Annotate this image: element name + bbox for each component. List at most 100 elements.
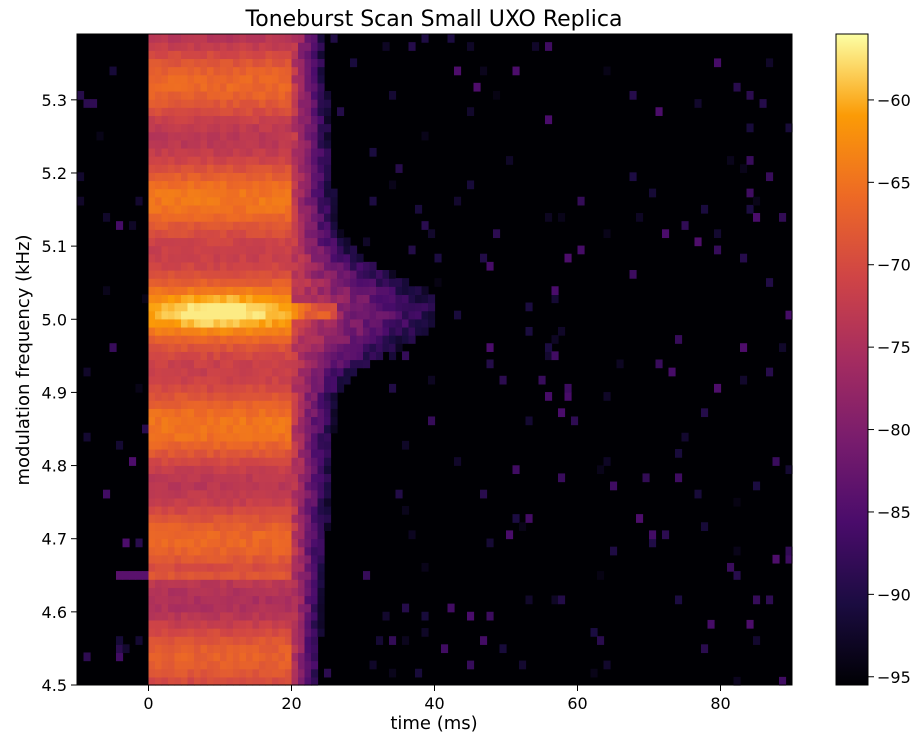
heatmap-cell [148,587,156,597]
heatmap-cell [239,497,247,507]
heatmap-cell [714,229,722,239]
heatmap-cell [291,343,299,352]
heatmap-cell [252,335,260,344]
heatmap-cell [252,351,260,361]
heatmap-cell [213,99,221,108]
heatmap-cell [181,82,189,92]
heatmap-cell [207,473,215,483]
heatmap-cell [239,261,247,271]
heatmap-cell [259,554,267,564]
heatmap-cell [259,408,267,418]
heatmap-cell [148,603,156,613]
heatmap-cell [155,107,163,116]
heatmap-cell [252,204,260,214]
heatmap-cell [272,261,280,271]
heatmap-cell [265,351,273,361]
heatmap-cell [291,245,299,255]
heatmap-cell [285,82,293,92]
heatmap-cell [324,261,332,271]
heatmap-cell [220,676,228,686]
heatmap-cell [317,603,325,613]
heatmap-cell [181,286,189,295]
heatmap-cell [226,66,234,76]
heatmap-cell [200,66,208,76]
heatmap-cell [272,432,280,442]
heatmap-cell [408,326,416,336]
heatmap-cell [746,90,754,100]
heatmap-cell [272,595,280,605]
heatmap-cell [246,213,254,222]
heatmap-cell [174,603,182,613]
heatmap-cell [259,115,267,125]
heatmap-cell [525,326,533,336]
heatmap-cell [155,90,163,100]
heatmap-cell [272,400,280,409]
heatmap-cell [259,489,267,499]
heatmap-cell [356,278,364,287]
heatmap-cell [311,229,319,239]
heatmap-cell [278,237,286,247]
heatmap-cell [207,90,215,100]
heatmap-cell [213,538,221,548]
heatmap-cell [148,302,156,312]
heatmap-cell [330,294,338,304]
heatmap-cell [161,473,169,483]
heatmap-cell [83,367,91,377]
heatmap-cell [291,180,299,190]
heatmap-cell [304,375,312,385]
heatmap-cell [246,294,254,304]
heatmap-cell [187,196,195,206]
heatmap-cell [226,302,234,312]
heatmap-cell [194,449,202,458]
heatmap-cell [233,278,241,287]
heatmap-cell [369,278,377,287]
heatmap-cell [187,286,195,295]
heatmap-cell [298,416,306,426]
heatmap-cell [148,424,156,434]
heatmap-cell [148,107,156,116]
heatmap-cell [252,660,260,670]
heatmap-cell [207,156,215,165]
heatmap-cell [311,156,319,165]
heatmap-cell [239,131,247,141]
heatmap-cell [174,172,182,182]
heatmap-cell [174,408,182,418]
heatmap-cell [298,269,306,279]
heatmap-cell [298,587,306,597]
heatmap-cell [558,408,566,418]
heatmap-cell [272,408,280,418]
heatmap-cell [155,139,163,149]
heatmap-cell [382,310,390,320]
heatmap-cell [168,221,176,230]
heatmap-cell [278,636,286,645]
heatmap-cell [194,302,202,312]
heatmap-cell [207,172,215,182]
heatmap-cell [148,514,156,523]
heatmap-cell [259,367,267,377]
heatmap-cell [278,335,286,344]
heatmap-cell [252,449,260,458]
heatmap-cell [239,204,247,214]
heatmap-cell [246,449,254,458]
heatmap-cell [213,245,221,255]
heatmap-cell [194,611,202,621]
heatmap-cell [298,595,306,605]
heatmap-cell [233,115,241,125]
heatmap-cell [753,595,761,605]
heatmap-cell [168,115,176,125]
heatmap-cell [148,50,156,60]
heatmap-cell [194,237,202,247]
heatmap-cell [298,660,306,670]
heatmap-cell [298,90,306,100]
heatmap-cell [252,562,260,572]
heatmap-cell [161,514,169,523]
heatmap-cell [350,245,358,255]
heatmap-cell [168,213,176,222]
heatmap-cell [304,180,312,190]
heatmap-cell [265,221,273,230]
heatmap-cell [200,546,208,556]
heatmap-cell [285,253,293,263]
heatmap-cell [220,465,228,475]
heatmap-cell [649,538,657,548]
heatmap-cell [285,603,293,613]
